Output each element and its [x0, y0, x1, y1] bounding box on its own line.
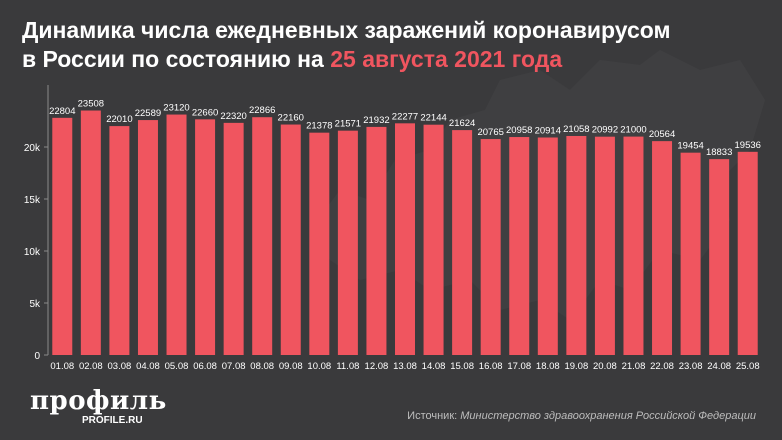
- source-label: Источник:: [407, 410, 458, 422]
- y-tick-label: 10k: [24, 247, 41, 258]
- bar: [109, 126, 130, 355]
- bar-value-label: 20992: [592, 125, 618, 136]
- y-tick-label: 20k: [24, 143, 41, 154]
- bar: [395, 123, 415, 355]
- x-tick-label: 12.08: [365, 361, 389, 372]
- x-tick-label: 11.08: [336, 361, 359, 372]
- x-tick-label: 13.08: [393, 361, 417, 372]
- bar-value-label: 22660: [192, 107, 218, 118]
- bar-value-label: 21571: [335, 119, 361, 130]
- x-tick-label: 14.08: [422, 361, 446, 372]
- x-tick-label: 23.08: [679, 361, 703, 372]
- bar-value-label: 22277: [392, 111, 418, 122]
- x-tick-label: 21.08: [622, 361, 646, 372]
- y-tick-label: 15k: [24, 195, 41, 206]
- x-tick-label: 17.08: [507, 361, 531, 372]
- bar-value-label: 19454: [677, 141, 703, 152]
- bar: [652, 141, 673, 355]
- bar: [680, 152, 701, 355]
- bar-value-label: 22010: [106, 114, 132, 125]
- bar: [452, 130, 473, 355]
- bar-value-label: 21624: [449, 118, 475, 129]
- x-tick-label: 22.08: [650, 361, 674, 372]
- bar: [309, 132, 330, 355]
- x-tick-label: 07.08: [222, 361, 246, 372]
- bar: [623, 136, 644, 355]
- x-tick-label: 20.08: [593, 361, 617, 372]
- bar-value-label: 20914: [535, 125, 561, 136]
- brand-logo[interactable]: профиль PROFILE.RU: [30, 388, 167, 426]
- x-tick-label: 04.08: [136, 361, 160, 372]
- x-tick-label: 10.08: [307, 361, 331, 372]
- bar-value-label: 22144: [420, 113, 446, 124]
- bar-value-label: 22804: [49, 106, 75, 117]
- bar: [509, 137, 530, 355]
- source-org: Министерство здравоохранения Российской …: [460, 410, 756, 422]
- x-tick-label: 19.08: [564, 361, 588, 372]
- bar: [280, 124, 301, 355]
- bar-value-label: 20958: [506, 125, 532, 136]
- bar: [166, 114, 187, 355]
- x-tick-label: 16.08: [479, 361, 503, 372]
- bar: [480, 139, 501, 355]
- brand-url: PROFILE.RU: [82, 415, 143, 426]
- bar-value-label: 21058: [563, 124, 589, 135]
- bar: [223, 122, 244, 355]
- bar-value-label: 18833: [706, 147, 732, 158]
- title-line-2: в России по состоянию на 25 августа 2021…: [22, 45, 762, 74]
- x-tick-label: 03.08: [108, 361, 132, 372]
- bar: [709, 159, 730, 355]
- bar: [366, 126, 387, 356]
- bar-value-label: 22160: [278, 113, 304, 124]
- bar-value-label: 22320: [220, 111, 246, 122]
- bar-value-label: 22589: [135, 108, 161, 119]
- brand-name: профиль: [30, 386, 167, 416]
- x-tick-label: 08.08: [250, 361, 274, 372]
- bar-value-label: 20765: [477, 127, 503, 138]
- x-tick-label: 09.08: [279, 361, 303, 372]
- bar: [80, 110, 101, 355]
- title-line-1: Динамика числа ежедневных заражений коро…: [22, 17, 671, 43]
- bar: [566, 135, 587, 355]
- bar: [423, 124, 444, 356]
- x-tick-label: 15.08: [450, 361, 474, 372]
- title-line-2-prefix: в России по состоянию на: [22, 46, 324, 72]
- bar: [594, 136, 615, 355]
- bar: [137, 120, 158, 355]
- x-tick-label: 25.08: [736, 361, 760, 372]
- bar: [252, 117, 273, 355]
- title-date: 25 августа 2021 года: [330, 46, 563, 72]
- bar-value-label: 21378: [306, 121, 332, 132]
- bar: [337, 130, 358, 355]
- bar-value-label: 23508: [78, 99, 104, 110]
- x-tick-label: 18.08: [536, 361, 560, 372]
- x-tick-label: 24.08: [707, 361, 731, 372]
- bar-value-label: 23120: [163, 103, 189, 114]
- bar: [52, 117, 73, 355]
- bar: [537, 137, 558, 355]
- bar-value-label: 21000: [620, 125, 646, 136]
- y-tick-label: 0: [34, 351, 40, 362]
- bar-value-label: 19536: [735, 140, 761, 151]
- y-tick-label: 5k: [29, 299, 41, 310]
- x-tick-label: 02.08: [79, 361, 103, 372]
- bar: [195, 119, 216, 355]
- x-tick-label: 01.08: [50, 361, 74, 372]
- bar: [737, 151, 758, 355]
- x-tick-label: 06.08: [193, 361, 217, 372]
- bar-value-label: 22866: [249, 105, 275, 116]
- source-note: Источник: Министерство здравоохранения Р…: [407, 410, 756, 422]
- bar-value-label: 21932: [363, 115, 389, 126]
- chart-title: Динамика числа ежедневных заражений коро…: [22, 16, 762, 74]
- bar-value-label: 20564: [649, 129, 675, 140]
- x-tick-label: 05.08: [165, 361, 189, 372]
